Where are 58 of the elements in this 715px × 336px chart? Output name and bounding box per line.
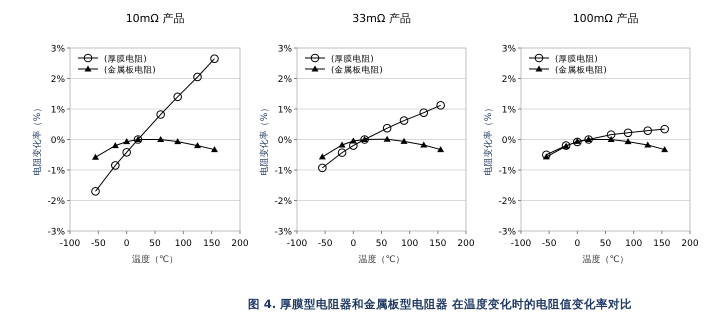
y-tick-label: -2% xyxy=(274,197,292,207)
y-tick-label: -3% xyxy=(47,228,66,238)
y-axis-title: 电阻变化率（%） xyxy=(32,104,43,176)
y-tick-label: 3% xyxy=(50,44,66,54)
y-tick-label: -3% xyxy=(274,228,292,238)
y-tick-label: 1% xyxy=(502,106,516,116)
x-tick-label: 100 xyxy=(401,239,419,249)
x-tick-label: 50 xyxy=(376,239,388,249)
y-tick-label: -3% xyxy=(498,228,516,238)
y-tick-label: 1% xyxy=(50,106,66,116)
x-tick-label: -100 xyxy=(510,239,532,249)
y-tick-label: 3% xyxy=(278,44,292,54)
x-tick-label: 200 xyxy=(681,239,699,249)
y-tick-label: -2% xyxy=(498,197,516,207)
y-tick-label: 2% xyxy=(278,75,292,85)
x-tick-label: -50 xyxy=(90,239,106,249)
y-tick-label: 3% xyxy=(502,44,516,54)
y-tick-label: 0% xyxy=(278,136,292,146)
x-tick-label: 50 xyxy=(149,239,161,249)
y-tick-label: 2% xyxy=(50,75,66,85)
x-tick-label: 150 xyxy=(653,239,671,249)
y-tick-label: 2% xyxy=(502,75,516,85)
chart-title: 10mΩ 产品 xyxy=(126,12,184,25)
x-tick-label: 0 xyxy=(574,239,580,249)
x-tick-label: -100 xyxy=(60,239,80,249)
x-tick-label: 0 xyxy=(124,239,130,249)
legend-label: (金属板电阻) xyxy=(331,64,383,76)
chart-title: 33mΩ 产品 xyxy=(352,12,411,25)
y-tick-label: -1% xyxy=(47,166,66,176)
x-tick-label: -50 xyxy=(318,239,333,249)
y-axis-title: 电阻变化率（%） xyxy=(483,104,494,176)
x-tick-label: 150 xyxy=(429,239,447,249)
x-tick-label: 100 xyxy=(625,239,643,249)
legend-label: (金属板电阻) xyxy=(555,64,607,76)
y-tick-label: -1% xyxy=(498,166,516,176)
legend-label: (厚膜电阻) xyxy=(331,54,374,64)
x-axis-title: 温度（℃） xyxy=(358,254,405,265)
x-tick-label: -100 xyxy=(286,239,308,249)
y-axis-title: 电阻变化率（%） xyxy=(259,104,270,176)
x-tick-label: 200 xyxy=(231,239,249,249)
x-axis-title: 温度（℃） xyxy=(582,254,629,265)
y-tick-label: 0% xyxy=(50,136,66,146)
y-tick-label: -2% xyxy=(47,197,66,207)
legend-label: (厚膜电阻) xyxy=(555,54,598,64)
x-tick-label: -50 xyxy=(542,239,557,249)
x-tick-label: 50 xyxy=(600,239,612,249)
x-tick-label: 0 xyxy=(350,239,356,249)
x-tick-label: 200 xyxy=(457,239,475,249)
y-tick-label: 1% xyxy=(278,106,292,116)
y-tick-label: 0% xyxy=(502,136,516,146)
legend-label: (厚膜电阻) xyxy=(104,54,147,64)
legend-label: (金属板电阻) xyxy=(104,64,156,76)
x-tick-label: 150 xyxy=(203,239,221,249)
caption: 图 4. 厚膜型电阻器和金属板型电阻器 在温度变化时的电阻值变化率对比 xyxy=(248,297,632,311)
chart-title: 100mΩ 产品 xyxy=(572,12,638,25)
x-axis-title: 温度（℃） xyxy=(132,254,178,265)
y-tick-label: -1% xyxy=(274,166,292,176)
x-tick-label: 100 xyxy=(174,239,192,249)
